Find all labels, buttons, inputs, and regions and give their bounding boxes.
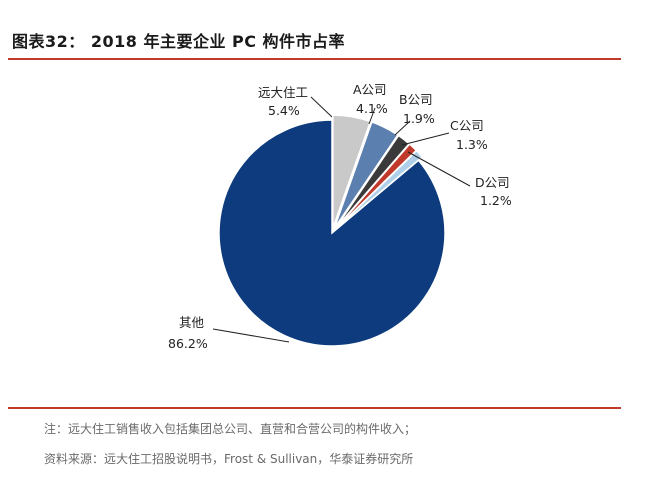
leader-line bbox=[401, 132, 450, 146]
label-name-b: B公司 bbox=[399, 92, 433, 107]
label-pct-other: 86.2% bbox=[168, 336, 208, 351]
label-name-yuanda: 远大住工 bbox=[258, 85, 308, 100]
bottom-divider bbox=[8, 407, 621, 409]
pie-slice-6 bbox=[218, 119, 446, 347]
label-pct-b: 1.9% bbox=[403, 111, 435, 126]
leader-line bbox=[310, 96, 333, 118]
leader-line bbox=[407, 151, 471, 187]
leader-line bbox=[394, 120, 411, 136]
label-name-d: D公司 bbox=[475, 175, 510, 190]
pie-slice-2 bbox=[333, 121, 399, 229]
pie-slice-5 bbox=[335, 149, 424, 231]
label-pct-a: 4.1% bbox=[356, 101, 388, 116]
source-note: 资料来源：远大住工招股说明书，Frost & Sullivan，华泰证券研究所 bbox=[44, 452, 414, 466]
label-name-other: 其他 bbox=[179, 315, 205, 330]
label-pct-c: 1.3% bbox=[456, 137, 488, 152]
label-pct-yuanda: 5.4% bbox=[268, 103, 300, 118]
leader-line bbox=[212, 328, 290, 343]
top-divider bbox=[8, 58, 621, 60]
label-name-a: A公司 bbox=[353, 82, 387, 97]
leader-line bbox=[368, 107, 376, 125]
chart-title: 图表32： 2018 年主要企业 PC 构件市占率 bbox=[12, 32, 346, 51]
label-pct-d: 1.2% bbox=[480, 193, 512, 208]
label-name-c: C公司 bbox=[450, 118, 484, 133]
footnote: 注：远大住工销售收入包括集团总公司、直营和合营公司的构件收入； bbox=[44, 422, 417, 436]
